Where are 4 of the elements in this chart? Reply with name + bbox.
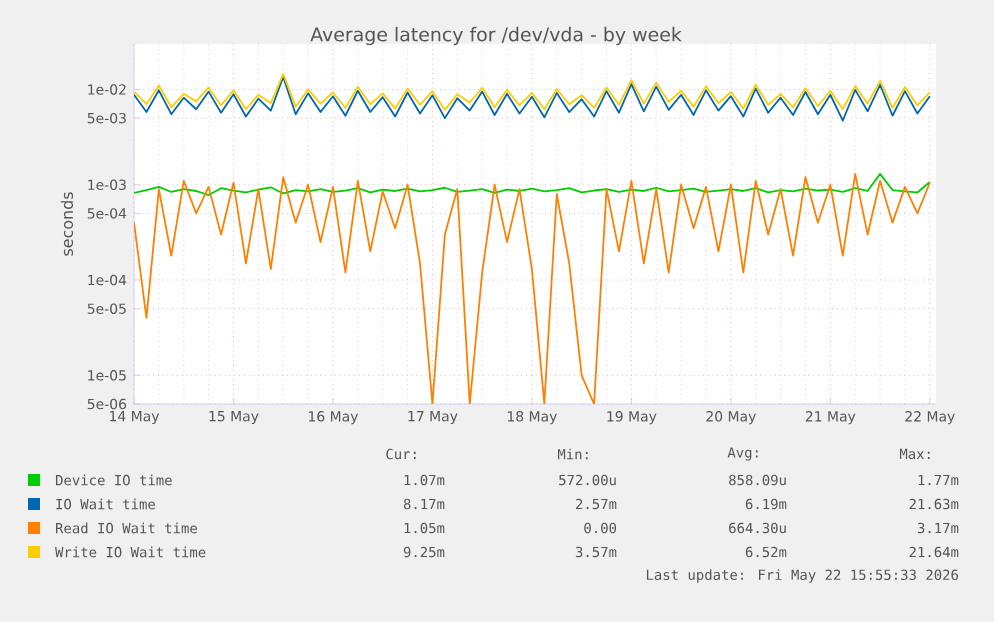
line-series [134,76,931,122]
line-series [134,172,931,196]
chart-title: Average latency for /dev/vda - by week [310,26,682,46]
line-series [134,73,931,111]
